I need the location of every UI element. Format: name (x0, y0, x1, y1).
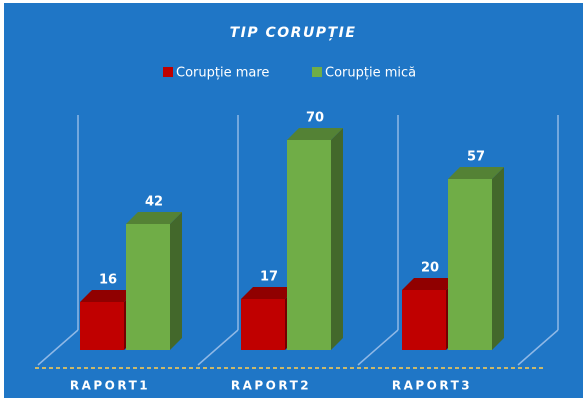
bar (126, 212, 182, 350)
bar-front (126, 224, 170, 350)
bar-top (241, 287, 297, 299)
bar-side (492, 167, 504, 350)
legend-label: Corupție mare (176, 66, 269, 81)
bar-side (331, 128, 343, 350)
data-label: 16 (99, 273, 117, 288)
bar-top (287, 128, 343, 140)
data-label: 57 (467, 150, 485, 165)
bar-front (287, 140, 331, 350)
bar-top (448, 167, 504, 179)
x-tick-label: RAPORT2 (231, 379, 311, 393)
data-label: 17 (260, 270, 278, 285)
x-tick-label: RAPORT1 (70, 379, 150, 393)
bar-top (402, 278, 458, 290)
bar (448, 167, 504, 350)
bar-front (402, 290, 446, 350)
bar (287, 128, 343, 350)
back-wall (37, 115, 559, 366)
legend-swatch (163, 67, 173, 77)
data-label: 42 (145, 195, 163, 210)
legend-swatch (312, 67, 322, 77)
chart-title: TIP CORUPȚIE (230, 25, 357, 41)
data-label: 20 (421, 261, 439, 276)
bar-front (448, 179, 492, 350)
data-label: 70 (306, 111, 324, 126)
bar-front (80, 302, 124, 350)
bar-front (241, 299, 285, 350)
bar-top (80, 290, 136, 302)
legend-label: Corupție mică (325, 66, 416, 81)
x-tick-label: RAPORT3 (392, 379, 472, 393)
bar-side (170, 212, 182, 350)
bar-top (126, 212, 182, 224)
